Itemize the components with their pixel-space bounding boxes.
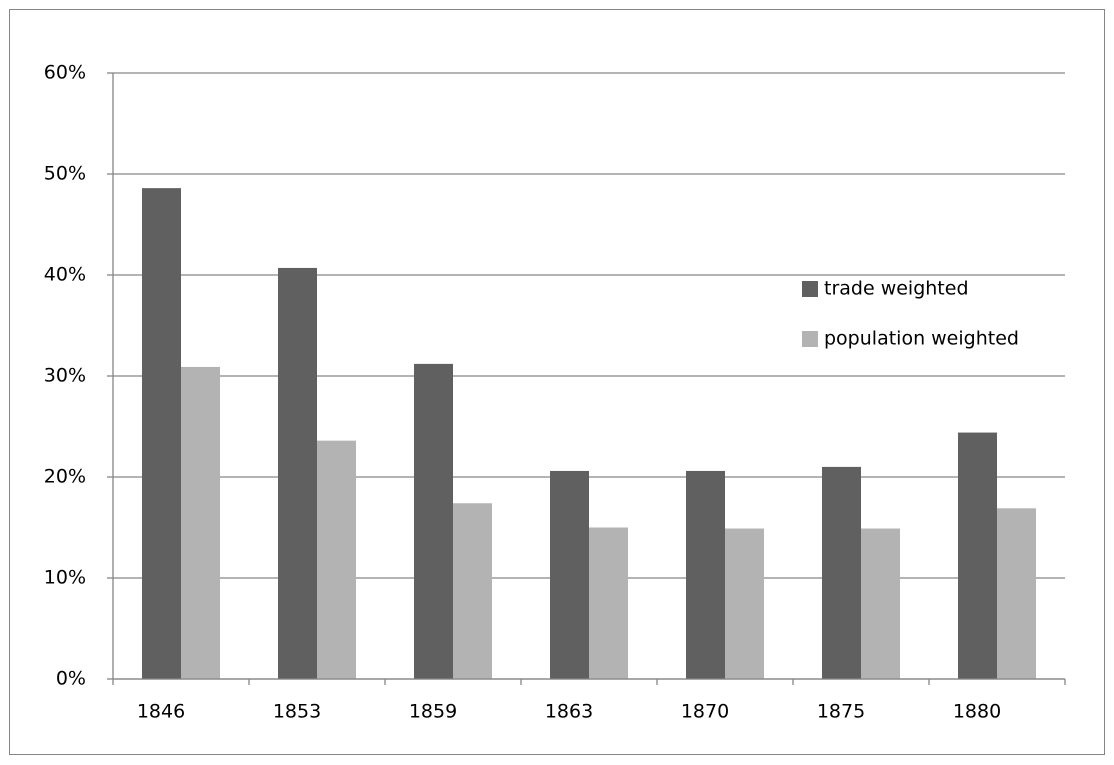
y-tick-label: 50%: [44, 163, 86, 185]
bar: [686, 470, 725, 679]
bar: [142, 188, 181, 679]
y-tick-label: 10%: [44, 567, 86, 589]
bar: [958, 432, 997, 679]
x-tick-label: 1859: [409, 701, 457, 723]
bar: [181, 366, 220, 679]
bar: [278, 267, 317, 679]
legend-swatch: [802, 281, 818, 297]
bar: [725, 528, 764, 679]
bar: [822, 466, 861, 679]
y-tick-label: 40%: [44, 264, 86, 286]
bar: [414, 363, 453, 679]
x-tick-label: 1863: [545, 701, 593, 723]
x-tick-label: 1875: [817, 701, 865, 723]
bar: [317, 440, 356, 679]
bar: [861, 528, 900, 679]
legend-swatch: [802, 331, 818, 347]
x-tick-label: 1853: [273, 701, 321, 723]
bar: [997, 508, 1036, 679]
x-tick-label: 1846: [137, 701, 185, 723]
legend-label: population weighted: [824, 328, 1019, 350]
y-tick-label: 60%: [44, 62, 86, 84]
x-tick-label: 1870: [681, 701, 729, 723]
bar: [589, 527, 628, 679]
bar: [550, 470, 589, 679]
x-tick-label: 1880: [953, 701, 1001, 723]
y-tick-label: 30%: [44, 365, 86, 387]
legend-label: trade weighted: [824, 278, 969, 300]
y-tick-label: 0%: [56, 668, 86, 690]
y-tick-label: 20%: [44, 466, 86, 488]
bar: [453, 503, 492, 679]
